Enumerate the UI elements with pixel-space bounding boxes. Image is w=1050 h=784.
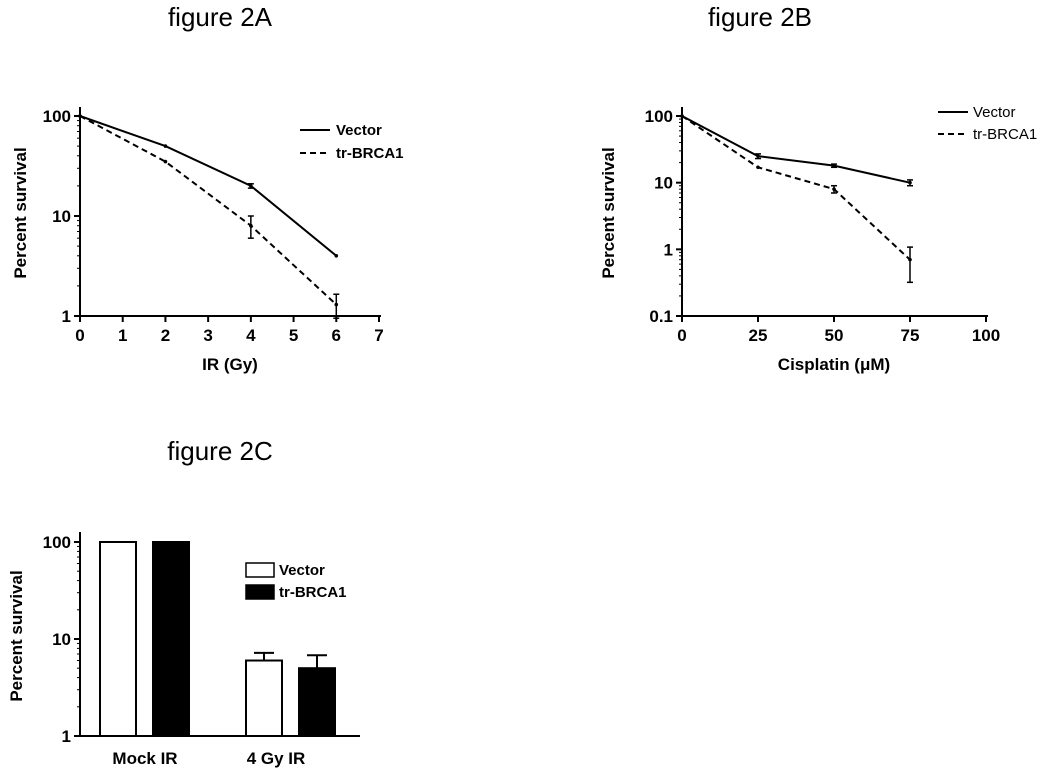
panel-a-x-label: IR (Gy) (202, 355, 258, 374)
panel-a-legend-vector-label: Vector (336, 122, 382, 139)
panel-c-legend-vector-label: Vector (279, 562, 325, 579)
panel-b-brca1-line (681, 115, 911, 261)
panel-a-brca1-point (163, 159, 168, 164)
panel-a-vector-point (163, 144, 168, 148)
panel-a-x-tick-label: 3 (203, 326, 212, 345)
panel-c-legend-brca1-label: tr-BRCA1 (279, 584, 347, 601)
panel-a-y-tick-label: 10 (52, 207, 71, 226)
panel-a-x-tick-label: 4 (246, 326, 256, 345)
panel-a-y-label: Percent survival (11, 147, 30, 278)
panel-a-vector-line (79, 115, 337, 257)
panel-b-x-tick-label: 0 (677, 326, 686, 345)
panel-b: figure 2B 0.1 1 10 100 0 25 50 75 100 Cisplatin… (599, 2, 1037, 374)
panel-b-y-tick-label: 1 (664, 240, 673, 259)
panel-a-brca1-point (78, 114, 82, 118)
panel-b-legend-vector-label: Vector (973, 104, 1016, 121)
panel-c-legend-brca1-swatch (245, 584, 275, 600)
panel-c-y-tick-label: 100 (43, 533, 71, 552)
panel-c-title: figure 2C (167, 436, 273, 466)
panel-b-series (680, 114, 913, 284)
panel-b-x-label: Cisplatin (μM) (778, 355, 890, 374)
panel-b-x-ticks: 0 25 50 75 100 (677, 316, 1000, 345)
panel-c-bars: Mock IR 4 Gy IR (99, 541, 336, 768)
panel-a-x-tick-label: 5 (289, 326, 298, 345)
panel-b-y-tick-label: 0.1 (649, 307, 673, 326)
panel-a-x-tick-label: 1 (118, 326, 127, 345)
panel-b-y-tick-label: 100 (645, 107, 673, 126)
panel-b-y-tick-label: 10 (654, 174, 673, 193)
panel-a-series (78, 114, 340, 319)
panel-a-title: figure 2A (168, 2, 273, 32)
panel-a-y-tick-label: 100 (43, 107, 71, 126)
panel-b-x-tick-label: 50 (825, 326, 844, 345)
panel-c-y-ticks: 1 10 100 (43, 533, 80, 746)
panel-c: figure 2C 1 10 100 Mock IR 4 Gy IR Percent … (7, 436, 360, 768)
panel-a-y-ticks: 1 10 100 (43, 107, 80, 326)
panel-c-bar-vector (245, 659, 283, 738)
panel-a-legend-brca1-label: tr-BRCA1 (336, 145, 404, 162)
panel-c-legend: Vector tr-BRCA1 (245, 562, 347, 601)
panel-a-brca1-line (79, 115, 337, 306)
panel-b-vector-line (681, 115, 911, 184)
panel-c-bar-vector (99, 541, 137, 737)
panel-a-x-tick-label: 0 (75, 326, 84, 345)
panel-b-brca1-point (680, 114, 684, 118)
panel-b-title: figure 2B (708, 2, 812, 32)
panel-c-y-label: Percent survival (7, 570, 26, 701)
panel-a-x-tick-label: 6 (332, 326, 341, 345)
panel-a-y-tick-label: 1 (62, 307, 71, 326)
panel-c-category-label: 4 Gy IR (247, 749, 306, 768)
panel-a-vector-point (334, 253, 339, 258)
panel-b-legend: Vector tr-BRCA1 (938, 104, 1037, 143)
panel-c-category-label: Mock IR (112, 749, 177, 768)
panel-a-x-tick-label: 2 (161, 326, 170, 345)
panel-b-x-tick-label: 25 (749, 326, 768, 345)
panel-a-x-tick-label: 7 (374, 326, 383, 345)
panel-b-y-label: Percent survival (599, 147, 618, 278)
panel-c-bar-brca1 (152, 541, 190, 737)
panel-b-brca1-point (756, 165, 760, 170)
panel-b-y-ticks: 0.1 1 10 100 (645, 107, 682, 326)
panel-a-x-ticks: 0 1 2 3 4 5 6 7 (75, 316, 384, 345)
panel-a-legend: Vector tr-BRCA1 (300, 122, 404, 162)
panel-b-x-tick-label: 75 (901, 326, 920, 345)
panel-c-y-tick-label: 1 (62, 727, 71, 746)
panel-c-y-tick-label: 10 (52, 630, 71, 649)
panel-c-bar-brca1 (298, 667, 336, 737)
panel-b-x-tick-label: 100 (972, 326, 1000, 345)
panel-c-legend-vector-swatch (245, 562, 275, 578)
panel-b-legend-brca1-label: tr-BRCA1 (973, 126, 1037, 143)
